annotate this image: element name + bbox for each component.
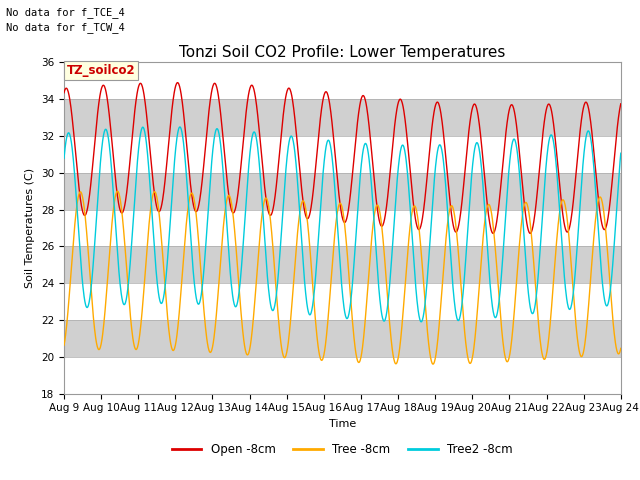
Bar [64,173,621,210]
Bar [64,136,621,173]
Legend: Open -8cm, Tree -8cm, Tree2 -8cm: Open -8cm, Tree -8cm, Tree2 -8cm [167,438,518,461]
Bar [64,246,621,283]
Bar [64,62,621,99]
Title: Tonzi Soil CO2 Profile: Lower Temperatures: Tonzi Soil CO2 Profile: Lower Temperatur… [179,45,506,60]
Text: TZ_soilco2: TZ_soilco2 [67,64,136,77]
Text: No data for f_TCW_4: No data for f_TCW_4 [6,22,125,33]
Bar [64,283,621,320]
X-axis label: Time: Time [329,419,356,429]
Y-axis label: Soil Temperatures (C): Soil Temperatures (C) [26,168,35,288]
Bar [64,99,621,136]
Bar [64,210,621,246]
Bar [64,357,621,394]
Bar [64,320,621,357]
Text: No data for f_TCE_4: No data for f_TCE_4 [6,7,125,18]
